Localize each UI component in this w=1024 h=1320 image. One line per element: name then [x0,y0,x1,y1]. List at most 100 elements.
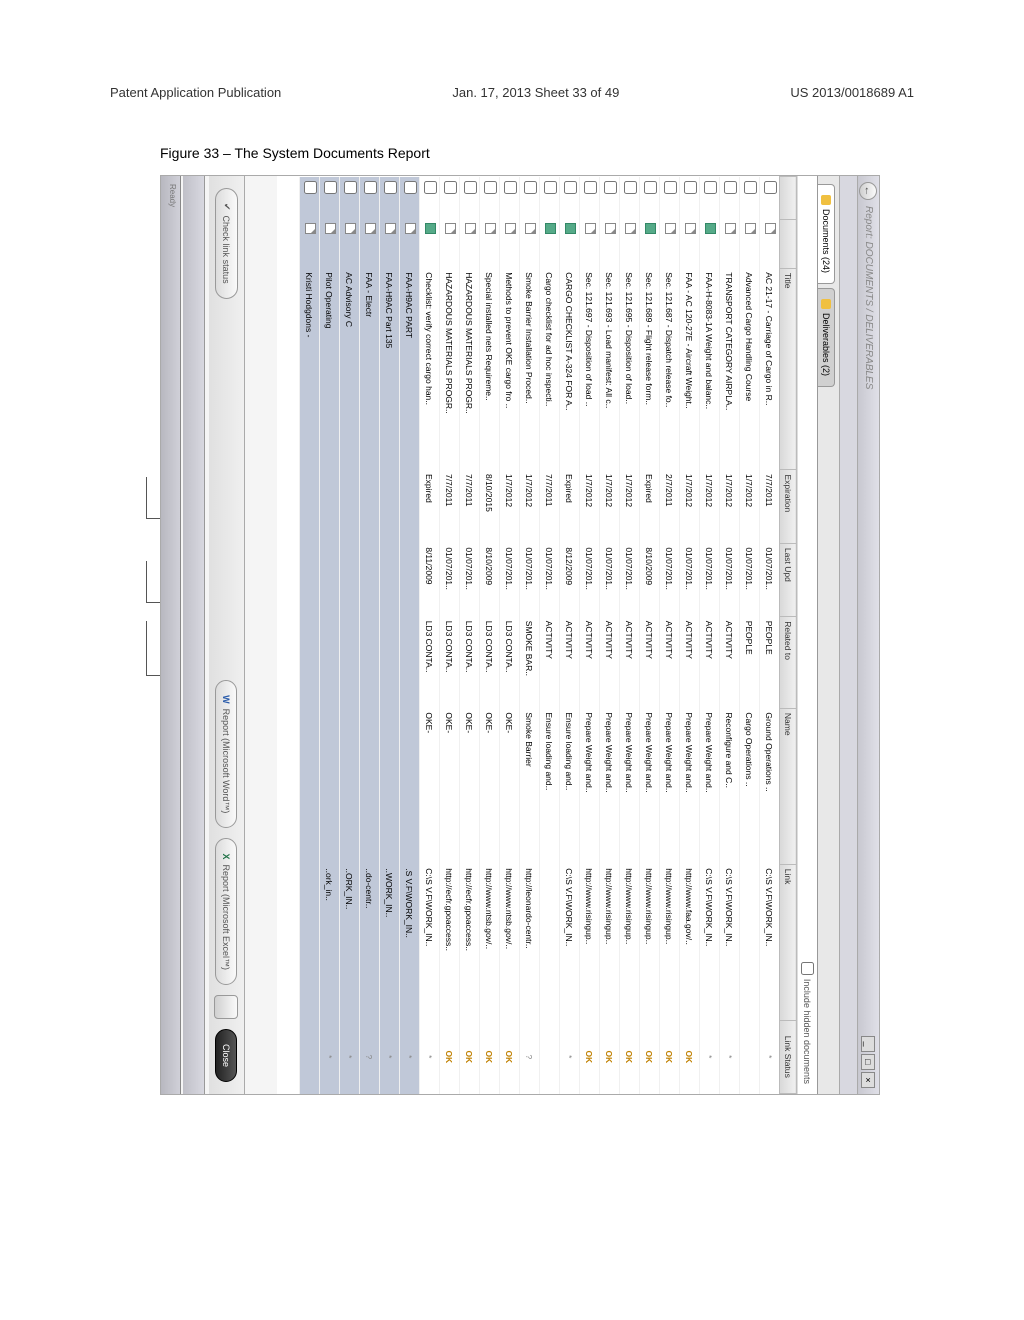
options-icon[interactable] [215,995,239,1019]
row-checkbox[interactable] [324,181,337,194]
table-row[interactable]: Sec. 121.697 - Disposition of load ..1/7… [580,177,600,1094]
table-row[interactable]: Special installed nets Requireme..8/10/2… [480,177,500,1094]
table-row[interactable]: FAA-H-8083-1A Weight and balanc..1/7/201… [700,177,720,1094]
table-row[interactable]: Cargo checklist for ad hoc inspecti..7/7… [540,177,560,1094]
check-link-button[interactable]: ✔ Check link status [215,188,238,299]
document-icon [485,223,496,234]
row-checkbox[interactable] [764,181,777,194]
table-row[interactable]: AC 21-17 - Carriage of Cargo in R..7/7/2… [760,177,780,1094]
row-checkbox[interactable] [464,181,477,194]
row-checkbox[interactable] [384,181,397,194]
col-expiration[interactable]: Expiration [780,470,797,543]
tab-deliverables[interactable]: Deliverables (2) [818,288,835,387]
cell-title: Sec. 121.695 - Disposition of load.. [620,268,640,470]
tree-branch [146,477,160,519]
table-row[interactable]: Advanced Cargo Handling Course1/7/201201… [740,177,760,1094]
close-button[interactable]: Close [216,1029,238,1082]
table-row[interactable]: Smoke Barrier Installation Proced..1/7/2… [520,177,540,1094]
cell-related [300,617,320,709]
row-checkbox[interactable] [564,181,577,194]
table-row[interactable]: Pilot Operating..ork_in..* [320,177,340,1094]
table-row[interactable]: Sec. 121.689 - Flight release form..Expi… [640,177,660,1094]
cell-title: Sec. 121.689 - Flight release form.. [640,268,660,470]
table-row[interactable]: FAA - AC 120-27E - Aircraft Weight..1/7/… [680,177,700,1094]
cell-related: ACTIVITY [620,617,640,709]
table-row[interactable]: Sec. 121.695 - Disposition of load..1/7/… [620,177,640,1094]
row-checkbox[interactable] [664,181,677,194]
row-checkbox[interactable] [644,181,657,194]
table-row[interactable]: CARGO CHECKLIST A-324 FOR A..Expired8/12… [560,177,580,1094]
col-status[interactable]: Link Status [780,1020,797,1093]
row-checkbox[interactable] [444,181,457,194]
row-checkbox[interactable] [744,181,757,194]
include-hidden-checkbox[interactable] [801,962,814,975]
row-checkbox[interactable] [504,181,517,194]
cell-name: Prepare Weight and.. [580,708,600,864]
table-row[interactable]: HAZARDOUS MATERIALS PROGR..7/7/201101/07… [460,177,480,1094]
row-checkbox[interactable] [624,181,637,194]
report-word-button[interactable]: W Report (Microsoft Word™) [216,680,238,828]
col-icon [780,219,797,268]
cell-title: CARGO CHECKLIST A-324 FOR A.. [560,268,580,470]
back-button[interactable]: ← [860,182,878,200]
row-checkbox[interactable] [684,181,697,194]
table-row[interactable]: AC Advisory C..ORK_IN..* [340,177,360,1094]
row-checkbox[interactable] [544,181,557,194]
col-related[interactable]: Related to [780,617,797,709]
cell-title: TRANSPORT CATEGORY AIRPLA.. [720,268,740,470]
row-checkbox[interactable] [344,181,357,194]
folder-icon [821,195,831,205]
minimize-icon[interactable]: _ [862,1036,876,1052]
cell-status: * [720,1020,740,1093]
row-checkbox[interactable] [304,181,317,194]
cell-expiration: 2/7/2011 [660,470,680,543]
cell-lastupd [380,543,400,616]
cell-lastupd [340,543,360,616]
cell-related: ACTIVITY [540,617,560,709]
cell-link: http://www.ntsb.gov/.. [480,864,500,1020]
row-checkbox[interactable] [604,181,617,194]
include-hidden-label: Include hidden documents [803,979,813,1084]
col-lastupd[interactable]: Last Upd [780,543,797,616]
tab-documents[interactable]: Documents (24) [818,184,835,284]
cell-title: FAA-H9AC PART [400,268,420,470]
cell-title: Smoke Barrier Installation Proced.. [520,268,540,470]
row-checkbox[interactable] [524,181,537,194]
cell-link [300,864,320,1020]
row-checkbox[interactable] [404,181,417,194]
row-checkbox[interactable] [584,181,597,194]
row-checkbox[interactable] [724,181,737,194]
cell-title: HAZARDOUS MATERIALS PROGR.. [460,268,480,470]
col-check[interactable] [780,177,797,220]
table-row[interactable]: Sec. 121.693 - Load manifest: All c..1/7… [600,177,620,1094]
cell-name [320,708,340,864]
table-row[interactable]: TRANSPORT CATEGORY AIRPLA..1/7/201201/07… [720,177,740,1094]
row-checkbox[interactable] [424,181,437,194]
cell-related: PEOPLE [760,617,780,709]
table-row[interactable]: FAA - Electr..do-centr..? [360,177,380,1094]
table-row[interactable]: Sec. 121.687 - Dispatch release fo..2/7/… [660,177,680,1094]
row-checkbox[interactable] [484,181,497,194]
cell-link: http://www.risingup.. [640,864,660,1020]
table-row[interactable]: FAA-H9AC PART.S V.F\WORK_IN..* [400,177,420,1094]
cell-expiration: Expired [640,470,660,543]
report-excel-button[interactable]: X Report (Microsoft Excel™) [216,838,238,985]
document-icon [725,223,736,234]
close-icon[interactable]: × [862,1072,876,1088]
cell-title: Special installed nets Requireme.. [480,268,500,470]
col-link[interactable]: Link [780,864,797,1020]
col-title[interactable]: Title [780,268,797,470]
table-row[interactable]: Methods to prevent OKE cargo fro ..1/7/2… [500,177,520,1094]
table-row[interactable]: FAA-H9AC Part 135..WORK_IN..* [380,177,400,1094]
cell-status: ? [520,1020,540,1093]
table-row[interactable]: Checklist: verify correct cargo han..Exp… [420,177,440,1094]
section-header [839,176,857,1094]
col-name[interactable]: Name [780,708,797,864]
table-row[interactable]: HAZARDOUS MATERIALS PROGR..7/7/201101/07… [440,177,460,1094]
word-icon: W [222,695,232,704]
table-row[interactable]: Kristi Hodgdons - [300,177,320,1094]
row-checkbox[interactable] [364,181,377,194]
maximize-icon[interactable]: □ [862,1054,876,1070]
row-checkbox[interactable] [704,181,717,194]
cell-status: ? [360,1020,380,1093]
